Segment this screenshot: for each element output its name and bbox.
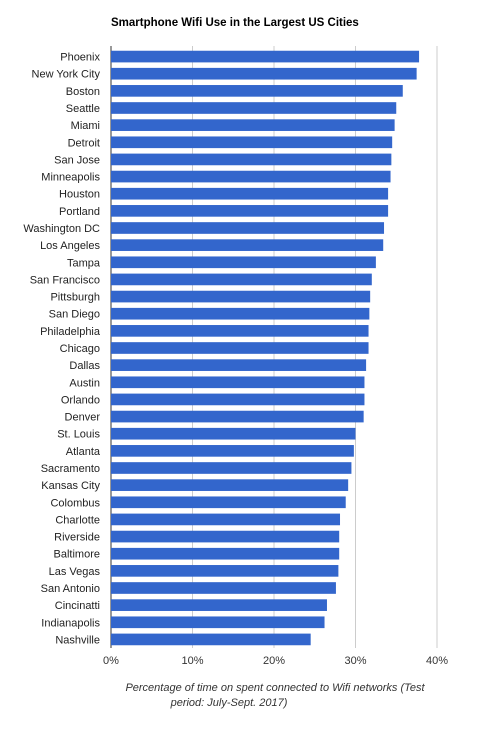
- category-label: Denver: [65, 412, 101, 424]
- bar: [111, 290, 371, 303]
- category-label: Minneapolis: [41, 172, 100, 184]
- x-tick-label: 0%: [103, 655, 119, 667]
- bar: [111, 136, 393, 149]
- bar: [111, 616, 325, 629]
- category-label: Atlanta: [66, 446, 101, 458]
- bar: [111, 205, 389, 217]
- bar: [111, 170, 391, 183]
- category-label: Tampa: [67, 257, 101, 269]
- category-label: Nashville: [55, 634, 100, 646]
- x-tick-label: 30%: [344, 655, 366, 667]
- x-axis-label-line-1: Percentage of time on spent connected to…: [125, 682, 425, 694]
- bar: [111, 85, 403, 97]
- bar: [111, 67, 417, 80]
- bar: [111, 496, 346, 509]
- bar: [111, 530, 340, 543]
- bar: [111, 633, 311, 646]
- bar: [111, 256, 376, 269]
- category-label: San Diego: [49, 309, 100, 321]
- x-tick-label: 40%: [426, 655, 448, 667]
- bar: [111, 50, 420, 63]
- category-label: Sacramento: [41, 463, 100, 475]
- category-label: San Francisco: [30, 274, 100, 286]
- bar: [111, 273, 372, 286]
- bar: [111, 222, 385, 234]
- category-label: Miami: [71, 120, 100, 132]
- bar: [111, 547, 340, 560]
- category-label: San Antonio: [41, 583, 100, 595]
- chart-title: Smartphone Wifi Use in the Largest US Ci…: [111, 17, 359, 29]
- category-label: Los Angeles: [40, 240, 100, 252]
- bar: [111, 342, 369, 354]
- bars: [111, 50, 420, 646]
- category-label: Detroit: [68, 137, 100, 149]
- category-label: Cincinatti: [55, 600, 100, 612]
- category-label: St. Louis: [57, 429, 100, 441]
- bar: [111, 119, 395, 131]
- category-label: Pittsburgh: [50, 292, 100, 304]
- bar: [111, 325, 369, 337]
- category-label: San Jose: [54, 154, 100, 166]
- bar: [111, 445, 354, 457]
- category-label: Las Vegas: [49, 566, 101, 578]
- category-label: New York City: [32, 69, 101, 81]
- bar: [111, 102, 397, 114]
- bar: [111, 359, 367, 371]
- bar: [111, 393, 365, 406]
- category-label: Houston: [59, 189, 100, 201]
- category-label: Indianapolis: [41, 617, 100, 629]
- x-tick-labels: 0% 10% 20% 30% 40%: [103, 655, 448, 667]
- category-label: Boston: [66, 86, 100, 98]
- bar: [111, 565, 339, 577]
- bar: [111, 187, 389, 200]
- bar: [111, 410, 364, 423]
- category-label: Philadelphia: [40, 326, 101, 338]
- bar: [111, 582, 336, 594]
- category-label: Charlotte: [55, 514, 100, 526]
- category-label: Austin: [69, 377, 100, 389]
- category-label: Seattle: [66, 103, 100, 115]
- bar: [111, 462, 352, 474]
- category-label: Portland: [59, 206, 100, 218]
- x-axis-label-line-2: period: July-Sept. 2017): [170, 697, 288, 709]
- category-label: Kansas City: [41, 480, 100, 492]
- category-label: Baltimore: [54, 549, 100, 561]
- category-label: Phoenix: [60, 52, 100, 64]
- bar: [111, 153, 392, 166]
- category-label: Dallas: [69, 360, 100, 372]
- bar: [111, 479, 349, 491]
- bar: [111, 599, 327, 611]
- category-label: Orlando: [61, 394, 100, 406]
- bar: [111, 239, 384, 251]
- category-label: Chicago: [60, 343, 100, 355]
- x-tick-label: 20%: [263, 655, 285, 667]
- bar: [111, 307, 370, 320]
- x-tick-label: 10%: [181, 655, 203, 667]
- category-labels: Phoenix New York City Boston Seattle Miami De…: [23, 52, 101, 647]
- category-label: Washington DC: [23, 223, 100, 235]
- category-label: Colombus: [50, 497, 100, 509]
- category-label: Riverside: [54, 532, 100, 544]
- bar: [111, 513, 341, 526]
- bar: [111, 376, 365, 389]
- bar: [111, 427, 356, 440]
